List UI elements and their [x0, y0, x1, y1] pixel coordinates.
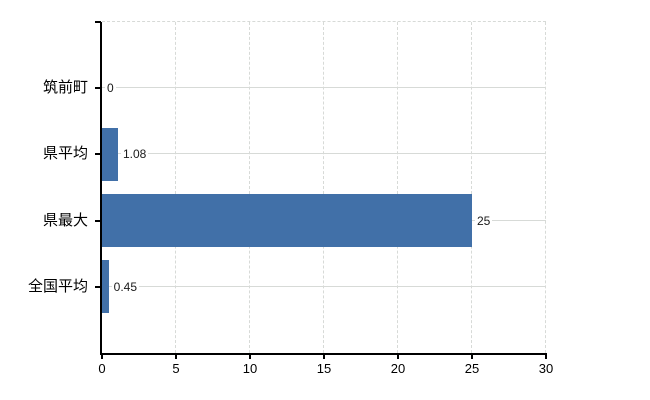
category-gridline: [102, 87, 546, 89]
bar-value-label: 1.08: [120, 146, 149, 163]
x-gridline: [175, 22, 176, 353]
category-tick-mark: [95, 285, 101, 288]
x-tick-label: 5: [172, 361, 180, 376]
bar: [102, 194, 472, 248]
x-axis-tick-mark: [545, 353, 547, 359]
y-axis-line: [100, 22, 102, 355]
category-gridline: [102, 285, 546, 287]
bar: [102, 260, 109, 314]
x-axis-tick-mark: [175, 353, 177, 359]
category-label: 県平均: [42, 145, 88, 163]
x-axis-tick-mark: [397, 353, 399, 359]
x-tick-label: 30: [538, 361, 554, 376]
x-tick-label: 10: [242, 361, 258, 376]
x-axis-tick-mark: [249, 353, 251, 359]
x-tick-label: 20: [390, 361, 406, 376]
x-tick-label: 25: [464, 361, 480, 376]
x-gridline: [545, 22, 546, 353]
x-axis-tick-mark: [471, 353, 473, 359]
x-axis-line: [100, 353, 546, 355]
category-tick-mark: [95, 219, 101, 222]
y-axis-top-tick: [95, 21, 101, 23]
category-label: 筑前町: [42, 79, 88, 97]
category-tick-mark: [95, 153, 101, 156]
category-tick-mark: [95, 87, 101, 90]
x-gridline: [397, 22, 398, 353]
x-gridline: [249, 22, 250, 353]
plot-top-border: [102, 21, 546, 22]
bar-value-label: 0.45: [111, 278, 140, 295]
bar-value-label: 0: [105, 80, 116, 97]
x-axis-tick-mark: [323, 353, 325, 359]
category-label: 県最大: [42, 211, 88, 229]
x-tick-label: 15: [316, 361, 332, 376]
category-label: 全国平均: [27, 277, 88, 295]
x-axis-tick-mark: [101, 353, 103, 359]
bar: [102, 127, 118, 181]
x-gridline: [323, 22, 324, 353]
x-gridline: [471, 22, 472, 353]
bar-value-label: 25: [475, 212, 493, 229]
x-tick-label: 0: [98, 361, 106, 376]
category-gridline: [102, 153, 546, 155]
